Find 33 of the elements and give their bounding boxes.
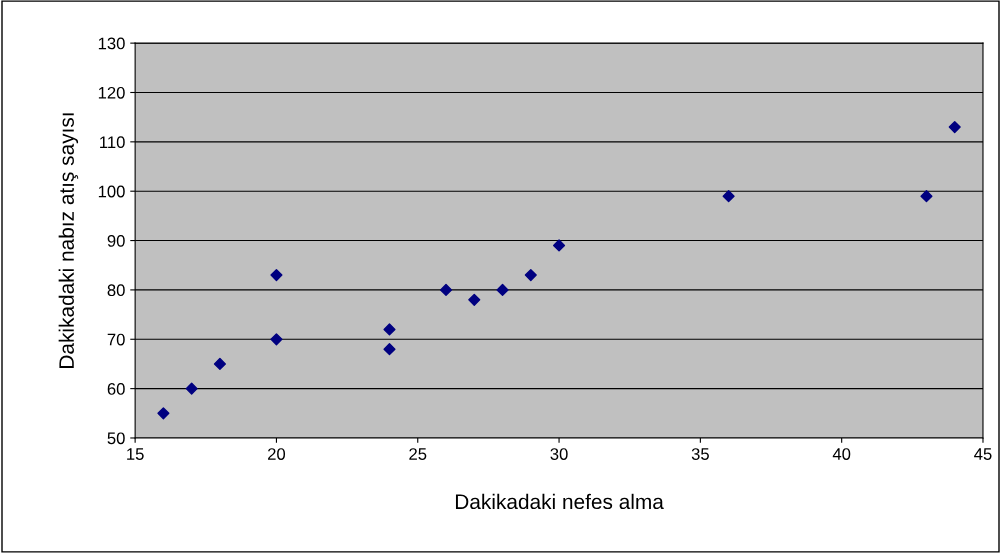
point	[157, 407, 170, 420]
point	[920, 190, 933, 203]
point	[270, 333, 283, 346]
x-tick-label: 30	[550, 448, 568, 460]
point	[383, 343, 396, 356]
point	[722, 190, 735, 203]
point	[213, 357, 226, 371]
x-tick-label: 45	[974, 448, 992, 460]
x-tick-label: 15	[127, 448, 144, 460]
y-tick-label: 50	[107, 432, 125, 445]
y-tick-label: 80	[107, 284, 125, 297]
y-tick-label: 70	[107, 333, 125, 346]
point	[948, 120, 961, 134]
point	[270, 269, 283, 282]
y-tick-label: 90	[107, 234, 125, 247]
point	[552, 239, 566, 252]
point	[439, 283, 453, 296]
point	[185, 382, 198, 395]
y-tick-label: 120	[98, 86, 125, 99]
point	[383, 323, 396, 336]
y-tick-label: 100	[98, 185, 125, 198]
x-tick-label: 40	[832, 448, 851, 460]
point	[468, 293, 481, 306]
y-tick-label: 60	[107, 383, 125, 395]
y-tick-label: 130	[98, 37, 125, 50]
x-axis-title: Dakikadaki nefes alma	[455, 493, 664, 510]
x-tick-label: 25	[409, 448, 427, 460]
y-tick-label: 110	[100, 136, 125, 149]
x-tick-label: 20	[268, 448, 286, 460]
point	[496, 283, 509, 296]
y-axis-title: Dakikadaki nabız atış sayısı	[58, 113, 79, 368]
point	[524, 269, 537, 282]
x-tick-label: 35	[691, 448, 709, 460]
